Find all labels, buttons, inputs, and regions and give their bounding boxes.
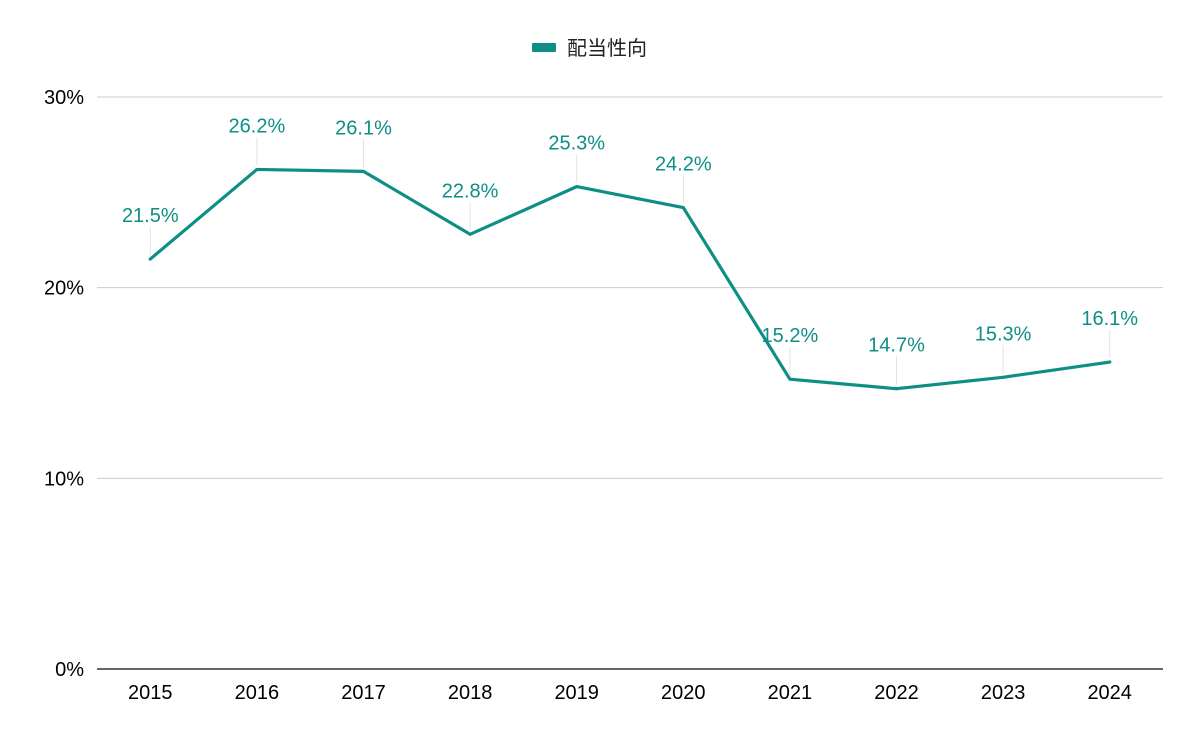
data-point (681, 206, 685, 210)
data-point (362, 169, 365, 173)
data-point (255, 167, 259, 171)
y-tick-label: 0% (55, 659, 84, 681)
x-tick-label: 2019 (554, 682, 599, 704)
data-point (1001, 375, 1005, 379)
gridlines (97, 96, 1163, 670)
x-tick-label: 2022 (874, 682, 919, 704)
x-tick-label: 2021 (768, 682, 813, 704)
series-line-group (148, 167, 1112, 391)
legend-swatch (532, 43, 556, 52)
data-label: 15.2% (762, 325, 819, 347)
x-axis-tick-labels: 2015 2016 2017 2018 2019 2020 2021 2022 2023 2024 (128, 682, 1132, 704)
data-labels: 21.5% 26.2% 26.1% 22.8% 25.3% 24.2% 15.2% 14.7%… (122, 115, 1138, 356)
y-axis-tick-labels: 0% 10% 20% 30% (44, 87, 84, 681)
y-tick-label: 30% (44, 87, 84, 109)
data-label: 15.3% (975, 323, 1032, 345)
data-point (1108, 360, 1112, 364)
data-label: 25.3% (548, 133, 605, 155)
x-tick-label: 2017 (341, 682, 386, 704)
legend: 配当性向 (532, 36, 647, 60)
x-tick-label: 2018 (448, 682, 493, 704)
x-tick-label: 2020 (661, 682, 706, 704)
y-tick-label: 10% (44, 468, 84, 490)
data-label: 24.2% (655, 154, 712, 176)
y-tick-label: 20% (44, 278, 84, 300)
data-point (895, 387, 898, 391)
data-label: 14.7% (868, 335, 925, 357)
x-tick-label: 2023 (981, 682, 1026, 704)
data-point (575, 185, 579, 189)
x-tick-label: 2015 (128, 682, 173, 704)
legend-label: 配当性向 (567, 36, 647, 60)
data-point (148, 257, 152, 261)
data-label: 16.1% (1081, 308, 1138, 330)
data-label: 22.8% (442, 180, 499, 202)
series-line (148, 167, 1112, 391)
x-tick-label: 2024 (1087, 682, 1132, 704)
data-label: 26.1% (335, 117, 392, 139)
data-point (788, 377, 792, 381)
x-tick-label: 2016 (235, 682, 280, 704)
data-label-leaders (149, 137, 1111, 385)
data-label: 21.5% (122, 205, 179, 227)
data-points (148, 167, 1112, 391)
data-point (468, 232, 472, 236)
data-label: 26.2% (229, 115, 286, 137)
